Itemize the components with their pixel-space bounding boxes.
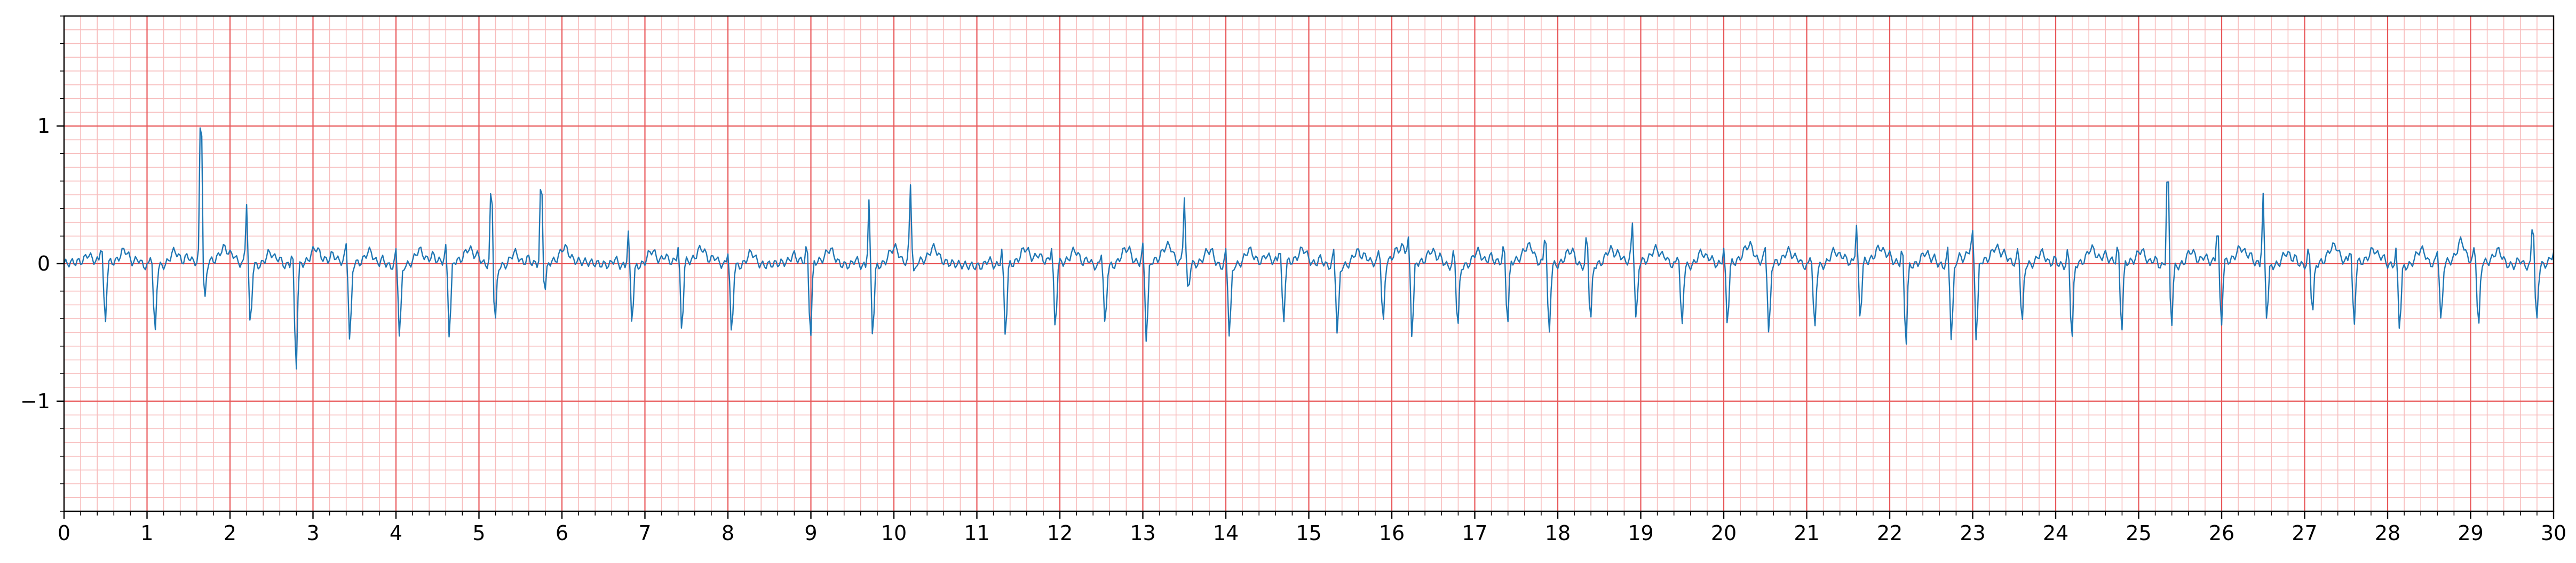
x-tick-label: 2 bbox=[224, 521, 236, 545]
x-tick-label: 0 bbox=[58, 521, 70, 545]
x-tick-label: 5 bbox=[472, 521, 485, 545]
x-tick-label: 4 bbox=[390, 521, 402, 545]
x-tick-label: 10 bbox=[881, 521, 907, 545]
y-tick-label: −1 bbox=[20, 390, 50, 413]
x-tick-label: 24 bbox=[2043, 521, 2068, 545]
x-tick-label: 6 bbox=[556, 521, 568, 545]
x-tick-label: 13 bbox=[1130, 521, 1155, 545]
x-axis-ticks: 0 1 2 3 4 5 6 7 8 9 10 11 12 13 14 15 16 17 18 19 20 21 22 23 24… bbox=[58, 511, 2566, 545]
x-tick-label: 8 bbox=[722, 521, 734, 545]
ecg-trace-line bbox=[63, 127, 2555, 370]
x-tick-label: 1 bbox=[140, 521, 153, 545]
x-tick-label: 12 bbox=[1047, 521, 1073, 545]
y-tick-label: 1 bbox=[37, 114, 50, 138]
x-tick-label: 20 bbox=[1711, 521, 1737, 545]
x-tick-label: 25 bbox=[2126, 521, 2151, 545]
x-tick-label: 27 bbox=[2292, 521, 2317, 545]
x-tick-label: 7 bbox=[638, 521, 651, 545]
x-tick-label: 23 bbox=[1960, 521, 1985, 545]
x-tick-label: 9 bbox=[804, 521, 817, 545]
x-tick-label: 14 bbox=[1213, 521, 1239, 545]
x-tick-label: 3 bbox=[306, 521, 319, 545]
x-tick-label: 18 bbox=[1545, 521, 1571, 545]
x-tick-label: 26 bbox=[2209, 521, 2234, 545]
x-tick-label: 28 bbox=[2375, 521, 2400, 545]
x-tick-label: 15 bbox=[1296, 521, 1321, 545]
x-tick-label: 30 bbox=[2541, 521, 2566, 545]
y-tick-label: 0 bbox=[37, 252, 50, 275]
x-tick-label: 17 bbox=[1462, 521, 1487, 545]
x-tick-label: 29 bbox=[2458, 521, 2483, 545]
x-tick-label: 11 bbox=[964, 521, 989, 545]
x-tick-label: 21 bbox=[1794, 521, 1819, 545]
y-axis-ticks: −1 0 1 bbox=[20, 15, 64, 512]
x-tick-label: 16 bbox=[1379, 521, 1405, 545]
x-tick-label: 19 bbox=[1628, 521, 1653, 545]
x-tick-label: 22 bbox=[1877, 521, 1903, 545]
